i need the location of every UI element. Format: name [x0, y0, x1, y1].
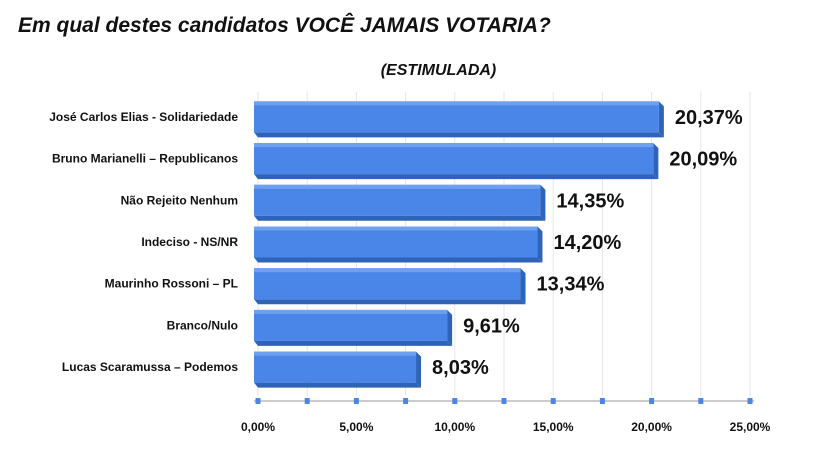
bar-2 — [254, 184, 546, 221]
x-tick-label: 20,00% — [631, 420, 672, 434]
bar-highlight — [254, 268, 521, 273]
x-tick-label: 15,00% — [533, 420, 574, 434]
bar-bottom — [254, 257, 543, 263]
tick-marker — [747, 398, 753, 404]
bar-side — [416, 351, 422, 388]
x-tick-label: 25,00% — [730, 420, 771, 434]
x-tick-label: 5,00% — [339, 420, 373, 434]
tick-marker — [452, 398, 458, 404]
bar-bottom — [254, 215, 546, 221]
data-label: 14,35% — [556, 190, 624, 212]
bar-highlight — [254, 309, 448, 314]
category-label: Indeciso - NS/NR — [141, 235, 238, 249]
data-label: 13,34% — [537, 274, 605, 296]
bar-6 — [254, 351, 422, 388]
bar-side — [537, 226, 543, 263]
tick-marker — [698, 398, 704, 404]
bar-5 — [254, 309, 453, 346]
tick-marker — [403, 398, 409, 404]
bar-highlight — [254, 101, 659, 106]
tick-marker — [255, 398, 261, 404]
bar-highlight — [254, 226, 538, 231]
category-label: Lucas Scaramussa – Podemos — [62, 360, 238, 374]
bar-highlight — [254, 143, 654, 148]
category-label: Bruno Marianelli – Republicanos — [52, 152, 238, 166]
tick-marker — [501, 398, 507, 404]
chart-title: Em qual destes candidatos VOCÊ JAMAIS VO… — [18, 14, 551, 37]
bar-0 — [254, 101, 664, 138]
bar-bottom — [254, 299, 526, 305]
bar-face — [254, 184, 541, 216]
data-label: 9,61% — [463, 315, 520, 337]
data-label: 20,09% — [669, 149, 737, 171]
bar-bottom — [254, 340, 453, 346]
bar-face — [254, 226, 538, 258]
x-tick-label: 10,00% — [434, 420, 475, 434]
data-label: 8,03% — [432, 357, 489, 379]
bar-side — [540, 184, 546, 221]
bar-bottom — [254, 174, 659, 180]
x-axis: 0,00% 5,00% 10,00% 15,00% 20,00% 25,00% — [241, 398, 771, 434]
x-tick-label: 0,00% — [241, 420, 275, 434]
bar-face — [254, 309, 448, 341]
tick-marker — [304, 398, 310, 404]
data-label: 14,20% — [553, 232, 621, 254]
bar-highlight — [254, 184, 541, 189]
tick-marker — [353, 398, 359, 404]
tick-marker — [550, 398, 556, 404]
bar-1 — [254, 143, 659, 180]
bar-4 — [254, 268, 526, 305]
category-label: Não Rejeito Nenhum — [121, 193, 238, 207]
bar-face — [254, 268, 521, 300]
category-label: Maurinho Rossoni – PL — [105, 277, 238, 291]
chart-subtitle: (ESTIMULADA) — [380, 62, 497, 79]
bar-side — [447, 309, 453, 346]
bar-side — [520, 268, 526, 305]
tick-marker — [599, 398, 605, 404]
bar-face — [254, 351, 417, 383]
bar-side — [653, 143, 659, 180]
bar-bottom — [254, 132, 664, 138]
labels: José Carlos Elias - Solidariedade 20,37% B… — [49, 107, 743, 379]
bar-face — [254, 143, 654, 175]
category-label: Branco/Nulo — [167, 318, 238, 332]
bar-face — [254, 101, 659, 133]
bar-3 — [254, 226, 543, 263]
bars — [254, 101, 664, 388]
category-label: José Carlos Elias - Solidariedade — [49, 110, 238, 124]
tick-marker — [649, 398, 655, 404]
bar-side — [658, 101, 664, 138]
data-label: 20,37% — [675, 107, 743, 129]
bar-bottom — [254, 382, 422, 388]
bar-highlight — [254, 351, 417, 356]
